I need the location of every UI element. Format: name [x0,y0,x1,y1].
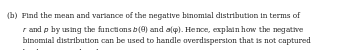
Text: $r$ and $p$ by using the functions $b$(θ) and $a$(φ). Hence, explain how the neg: $r$ and $p$ by using the functions $b$(θ… [7,24,305,36]
Text: (b)  Find the mean and variance of the negative binomial distribution in terms o: (b) Find the mean and variance of the ne… [7,12,300,20]
Text: binomial distribution can be used to handle overdispersion that is not captured: binomial distribution can be used to han… [7,36,311,44]
Text: by the Poisson distribution.: by the Poisson distribution. [7,48,122,50]
